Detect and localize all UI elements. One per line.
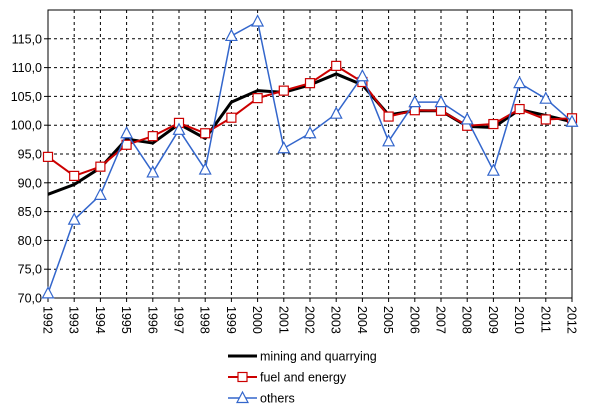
x-category-dividers [73,10,547,298]
square-marker [435,105,447,116]
square-marker [95,161,106,172]
triangle-marker [146,165,160,178]
series-2 [41,14,579,299]
y-tick-label: 105,0 [11,90,42,104]
triangle-marker [41,286,55,299]
triangle-marker [67,212,81,225]
x-tick-label: 2008 [460,306,474,334]
square-marker [540,114,551,125]
y-tick-label: 70,0 [18,292,42,306]
x-tick-label: 1992 [41,306,55,334]
x-tick-label: 2004 [355,306,369,334]
square-marker [514,103,525,115]
square-marker [304,78,316,89]
x-tick-label: 1996 [145,306,159,334]
triangle-marker [198,162,212,175]
x-tick-label: 2011 [538,306,552,333]
triangle-marker [565,114,579,127]
legend-label: mining and quarrying [260,350,377,364]
x-tick-label: 1993 [67,306,81,334]
x-tick-label: 1995 [119,306,133,334]
triangle-marker [277,140,291,154]
triangle-marker [408,94,422,108]
square-marker [69,170,80,181]
triangle-marker [224,28,238,42]
legend-item: mining and quarrying [228,350,377,364]
x-tick-label: 2012 [565,306,579,334]
y-tick-label: 80,0 [18,234,42,248]
x-tick-label: 2009 [486,306,500,334]
triangle-marker [251,14,265,27]
square-marker [226,112,237,123]
triangle-marker [434,94,448,108]
x-axis-ticks: 1992 1993 1994 1995 1996 1997 1998 1999 2000 2001… [41,298,579,334]
x-tick-label: 1998 [198,306,212,334]
x-tick-label: 2003 [329,306,343,334]
x-tick-label: 1999 [224,306,238,334]
square-marker [42,151,54,162]
x-tick-label: 2001 [276,306,290,334]
square-marker [252,93,263,104]
triangle-marker [486,163,500,176]
series-lines [41,14,579,299]
y-tick-label: 115,0 [12,32,42,46]
triangle-marker [303,125,317,139]
legend-item: fuel and energy [228,371,347,385]
legend-item: others [228,390,295,406]
legend-label: fuel and energy [260,371,347,385]
x-tick-label: 2006 [407,306,421,334]
square-marker [383,111,394,122]
triangle-marker [329,106,343,119]
triangle-marker [539,91,553,104]
y-axis-ticks: 70,0 75,0 80,0 85,0 90,0 95,0 100,0 105,0 110,0 1… [11,32,48,306]
triangle-marker [460,112,474,125]
square-marker [200,128,211,139]
triangle-marker [93,187,107,200]
x-tick-label: 2007 [434,306,448,334]
triangle-marker [120,125,134,139]
y-tick-label: 90,0 [18,176,42,190]
triangle-marker [382,134,396,147]
x-tick-label: 2005 [381,306,395,334]
x-tick-label: 2002 [303,306,317,334]
y-tick-label: 100,0 [11,119,42,133]
x-tick-label: 2010 [512,306,526,334]
y-tick-label: 85,0 [18,205,42,219]
y-tick-label: 95,0 [18,148,42,162]
x-tick-label: 1994 [93,306,107,334]
triangle-marker [172,122,186,135]
triangle-marker [513,75,527,89]
triangle-marker [236,390,249,404]
square-marker [147,131,158,142]
legend-label: others [260,392,295,406]
x-tick-label: 1997 [172,306,186,334]
triangle-marker [355,68,369,82]
square-marker [278,85,289,96]
y-tick-label: 110,0 [12,61,42,75]
x-tick-label: 2000 [250,306,264,334]
square-marker [488,118,499,130]
legend: mining and quarrying fuel and energy other… [228,350,377,406]
y-tick-label: 75,0 [18,263,42,277]
square-marker [331,60,342,71]
square-marker [237,371,248,383]
